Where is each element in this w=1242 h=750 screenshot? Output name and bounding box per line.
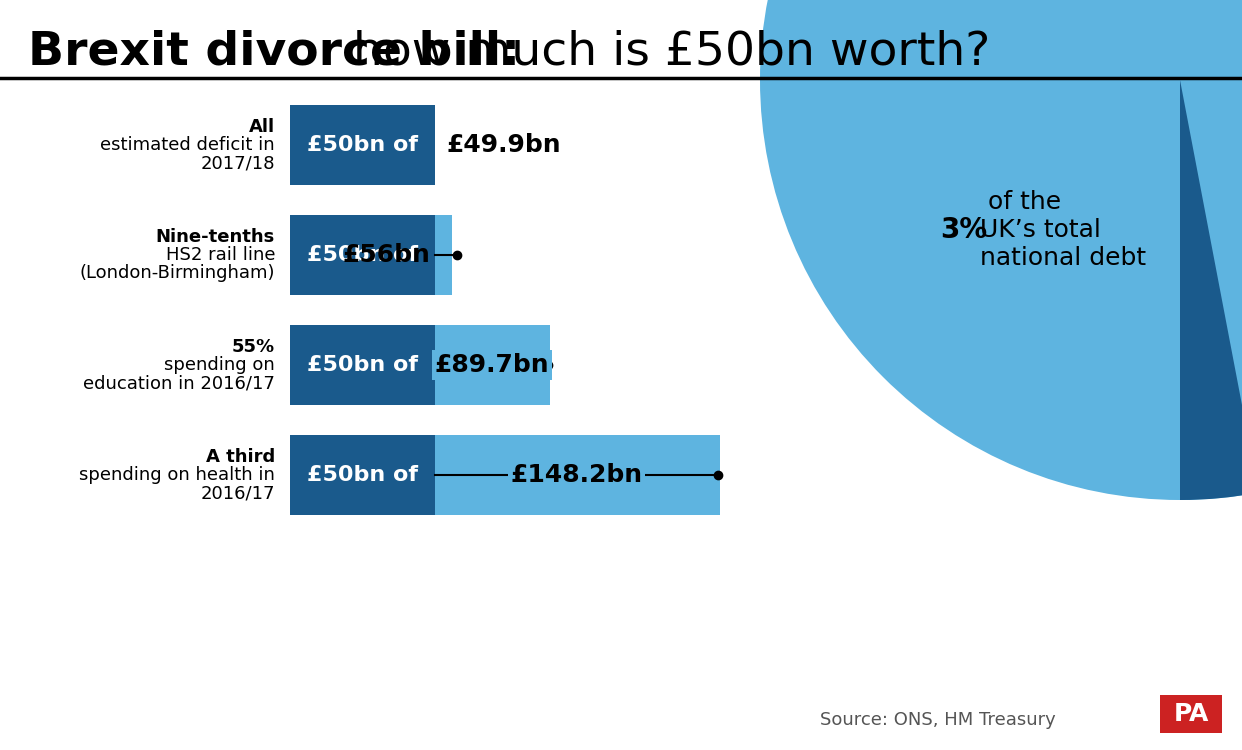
Bar: [289, 105, 435, 185]
Text: All: All: [248, 118, 274, 136]
Wedge shape: [1180, 80, 1242, 500]
Bar: [289, 325, 435, 405]
Text: HS2 rail line: HS2 rail line: [165, 246, 274, 264]
Text: £50bn of: £50bn of: [307, 355, 419, 375]
Text: £50bn of: £50bn of: [307, 245, 419, 265]
Bar: [1160, 695, 1222, 733]
Text: £50bn of: £50bn of: [307, 135, 419, 155]
Text: Brexit divorce bill:: Brexit divorce bill:: [29, 29, 520, 74]
Bar: [289, 435, 720, 515]
Text: £49.9bn: £49.9bn: [447, 133, 561, 157]
Bar: [289, 435, 435, 515]
Text: Nine-tenths: Nine-tenths: [155, 228, 274, 246]
Text: £50bn of: £50bn of: [307, 465, 419, 485]
Text: 55%: 55%: [232, 338, 274, 356]
Text: (London-Birmingham): (London-Birmingham): [79, 264, 274, 282]
Text: £148.2bn: £148.2bn: [510, 463, 642, 487]
Text: 2017/18: 2017/18: [200, 154, 274, 172]
Text: £89.7bn: £89.7bn: [435, 353, 549, 377]
Bar: [289, 215, 452, 295]
Text: 3%: 3%: [940, 216, 987, 244]
Text: A third: A third: [206, 448, 274, 466]
Bar: [289, 215, 435, 295]
Text: PA: PA: [1174, 702, 1208, 726]
Text: education in 2016/17: education in 2016/17: [83, 374, 274, 392]
Text: how much is £50bn worth?: how much is £50bn worth?: [338, 29, 990, 74]
Circle shape: [760, 0, 1242, 500]
Bar: [289, 325, 550, 405]
Text: estimated deficit in: estimated deficit in: [101, 136, 274, 154]
Text: Source: ONS, HM Treasury: Source: ONS, HM Treasury: [820, 711, 1056, 729]
Bar: [289, 105, 435, 185]
Text: 2016/17: 2016/17: [200, 484, 274, 502]
Text: £56bn: £56bn: [343, 243, 430, 267]
Text: spending on health in: spending on health in: [79, 466, 274, 484]
Text: of the
UK’s total
national debt: of the UK’s total national debt: [980, 190, 1146, 270]
Text: spending on: spending on: [164, 356, 274, 374]
